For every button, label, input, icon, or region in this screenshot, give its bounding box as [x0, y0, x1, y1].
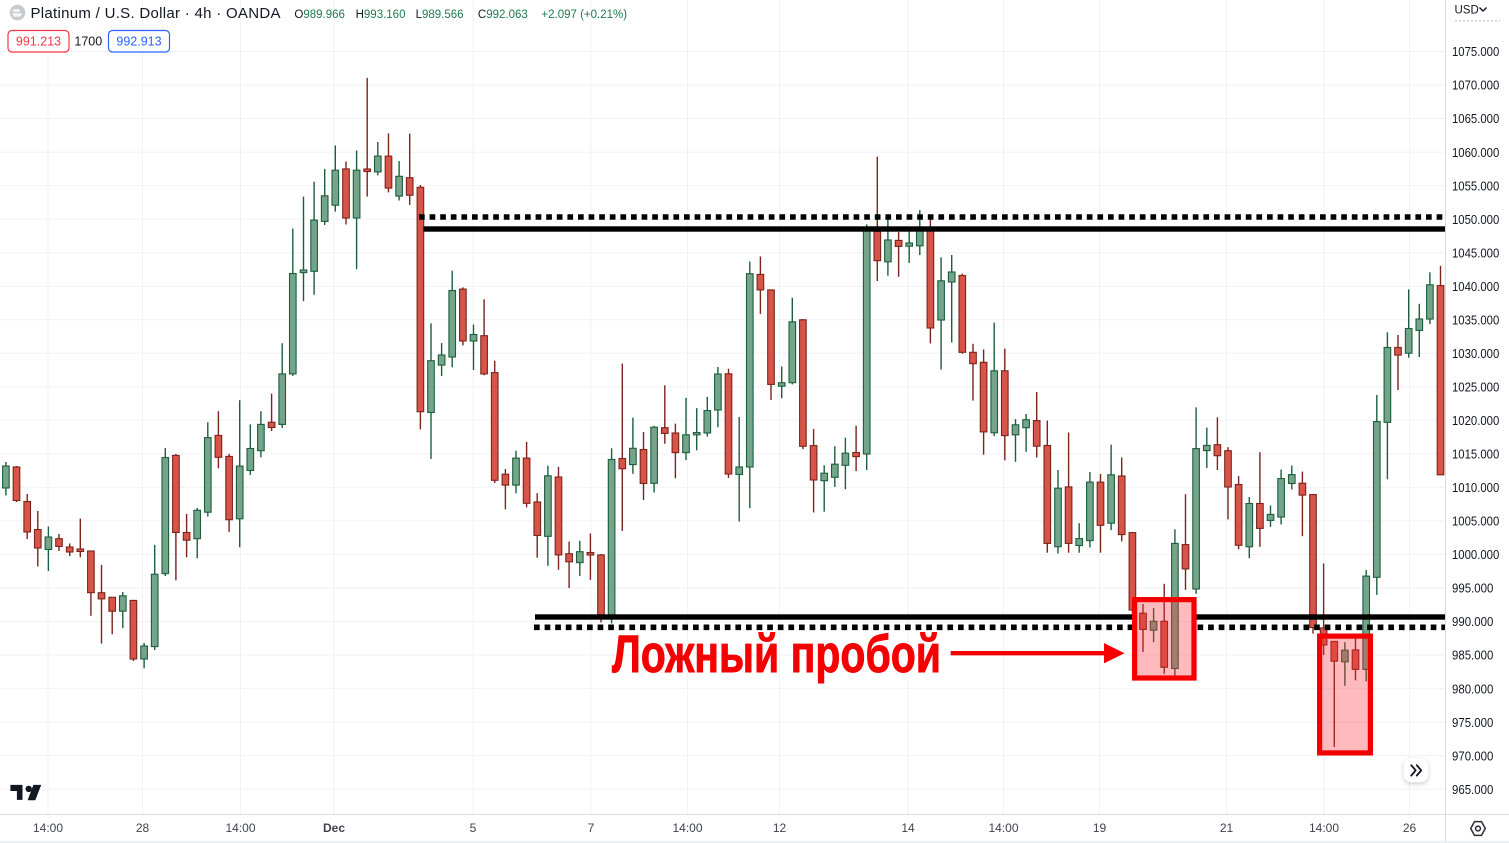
svg-text:L989.566: L989.566: [416, 9, 464, 21]
svg-text:Ложный пробой: Ложный пробой: [612, 625, 941, 684]
svg-text:Dec: Dec: [323, 821, 345, 835]
svg-text:991.213: 991.213: [16, 35, 61, 49]
svg-text:985.000: 985.000: [1452, 648, 1493, 663]
svg-text:14: 14: [901, 821, 915, 835]
svg-text:14:00: 14:00: [988, 821, 1018, 835]
svg-text:O989.966: O989.966: [294, 9, 345, 21]
svg-text:USD: USD: [1455, 4, 1479, 16]
svg-text:992.913: 992.913: [116, 35, 161, 49]
svg-text:1005.000: 1005.000: [1452, 514, 1499, 529]
svg-text:1035.000: 1035.000: [1452, 312, 1499, 327]
svg-text:7: 7: [588, 821, 595, 835]
svg-text:1055.000: 1055.000: [1452, 178, 1499, 193]
svg-text:1075.000: 1075.000: [1452, 44, 1499, 59]
svg-text:1700: 1700: [74, 35, 102, 49]
svg-text:1040.000: 1040.000: [1452, 279, 1499, 294]
svg-text:990.000: 990.000: [1452, 614, 1493, 629]
svg-text:14:00: 14:00: [1309, 821, 1339, 835]
svg-text:14:00: 14:00: [33, 821, 63, 835]
svg-text:21: 21: [1220, 821, 1234, 835]
svg-text:5: 5: [470, 821, 477, 835]
svg-text:975.000: 975.000: [1452, 715, 1493, 730]
svg-text:1045.000: 1045.000: [1452, 245, 1499, 260]
svg-text:965.000: 965.000: [1452, 782, 1493, 797]
svg-text:980.000: 980.000: [1452, 681, 1493, 696]
svg-text:1050.000: 1050.000: [1452, 212, 1499, 227]
svg-text:1000.000: 1000.000: [1452, 547, 1499, 562]
svg-text:1025.000: 1025.000: [1452, 380, 1499, 395]
svg-text:26: 26: [1403, 821, 1417, 835]
svg-text:995.000: 995.000: [1452, 581, 1493, 596]
svg-text:+2.097 (+0.21%): +2.097 (+0.21%): [541, 9, 627, 21]
svg-text:1030.000: 1030.000: [1452, 346, 1499, 361]
svg-text:H993.160: H993.160: [356, 9, 406, 21]
svg-text:14:00: 14:00: [672, 821, 702, 835]
svg-text:14:00: 14:00: [225, 821, 255, 835]
svg-text:28: 28: [136, 821, 150, 835]
svg-text:C992.063: C992.063: [478, 9, 528, 21]
svg-text:1060.000: 1060.000: [1452, 145, 1499, 160]
svg-text:1020.000: 1020.000: [1452, 413, 1499, 428]
svg-text:19: 19: [1093, 821, 1107, 835]
svg-text:1065.000: 1065.000: [1452, 111, 1499, 126]
svg-text:1070.000: 1070.000: [1452, 78, 1499, 93]
svg-text:Platinum / U.S. Dollar · 4h ·: Platinum / U.S. Dollar · 4h · OANDA: [31, 5, 281, 22]
svg-text:1015.000: 1015.000: [1452, 447, 1499, 462]
svg-text:970.000: 970.000: [1452, 748, 1493, 763]
svg-text:12: 12: [773, 821, 787, 835]
svg-text:1010.000: 1010.000: [1452, 480, 1499, 495]
